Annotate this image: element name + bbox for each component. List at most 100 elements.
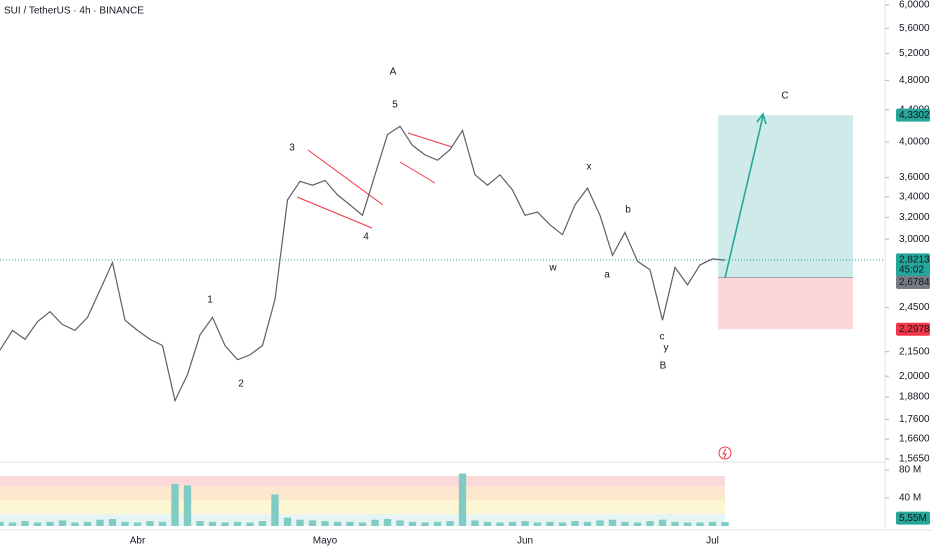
- countdown-label: 45:02: [899, 265, 924, 276]
- stop-label: 2,2978: [899, 324, 930, 335]
- volume-bar: [158, 521, 167, 526]
- current-price-label-bg: [896, 253, 930, 278]
- volume-bar: [346, 521, 354, 526]
- channel-line: [407, 132, 453, 148]
- volume-bar: [696, 522, 704, 526]
- y-tick-label: 1,8800: [899, 392, 930, 403]
- volume-bar: [233, 521, 242, 526]
- volume-bar: [308, 520, 317, 526]
- chart-title: SUI / TetherUS · 4h · BINANCE: [4, 6, 144, 17]
- y-tick-label: 1,7600: [899, 414, 930, 425]
- volume-last-label-bg: [896, 511, 930, 525]
- channel-line: [296, 196, 373, 229]
- y-tick-label: 2,4500: [899, 302, 930, 313]
- volume-bar: [583, 521, 592, 526]
- volume-bar: [83, 521, 92, 526]
- volume-bar: [71, 522, 79, 526]
- loss-zone: [718, 277, 853, 330]
- volume-bar: [471, 520, 479, 526]
- wave-label: b: [625, 205, 631, 216]
- volume-bar: [283, 517, 292, 526]
- y-tick-label: 6,0000: [899, 0, 930, 11]
- volume-bar: [708, 521, 717, 526]
- volume-bar: [396, 520, 404, 526]
- x-tick-label: Abr: [130, 536, 146, 547]
- volume-bar: [96, 519, 104, 526]
- y-tick-label: 2,0000: [899, 371, 930, 382]
- volume-last-label: 5,55M: [899, 513, 927, 524]
- volume-bar: [208, 521, 217, 526]
- volume-bar: [321, 521, 329, 526]
- volume-bar: [446, 521, 454, 526]
- wave-label: a: [604, 270, 610, 281]
- y-tick-label: 3,4000: [899, 192, 930, 203]
- entry-label-bg: [896, 275, 930, 289]
- volume-bar: [721, 522, 729, 526]
- alert-icon[interactable]: [718, 446, 732, 460]
- target-label-bg: [896, 108, 930, 122]
- channel-lines: [296, 132, 453, 229]
- volume-bar: [633, 522, 642, 526]
- y-tick-label: 5,2000: [899, 48, 930, 59]
- volume-bar: [358, 522, 367, 526]
- volume-bar: [221, 522, 229, 526]
- volume-bar: [608, 519, 617, 526]
- volume-tick-label: 40 M: [899, 493, 921, 504]
- channel-line: [307, 149, 384, 206]
- volume-bar: [496, 522, 504, 526]
- wave-label: c: [660, 332, 665, 343]
- volume-bar: [0, 521, 4, 526]
- volume-bar: [46, 521, 54, 526]
- volume-bar: [58, 520, 67, 526]
- volume-bar: [371, 519, 379, 526]
- volume-bar: [133, 522, 142, 526]
- price-line: [0, 125, 726, 403]
- volume-bar: [558, 522, 567, 526]
- profit-zone: [718, 115, 853, 278]
- y-tick-label: 1,5650: [899, 454, 930, 465]
- volume-bar: [546, 521, 554, 526]
- y-tick-label: 4,8000: [899, 75, 930, 86]
- volume-bar: [171, 484, 179, 526]
- volume-band: [0, 514, 725, 526]
- volume-tick-label: 80 M: [899, 465, 921, 476]
- projection-arrow: [724, 115, 764, 279]
- volume-bar: [21, 521, 29, 526]
- x-tick-label: Jun: [517, 536, 533, 547]
- y-tick-label: 1,6600: [899, 434, 930, 445]
- y-tick-label: 4,0000: [899, 137, 930, 148]
- volume-bar: [183, 485, 192, 526]
- volume-bar: [433, 521, 442, 526]
- volume-bar: [383, 519, 392, 526]
- wave-label: 3: [289, 143, 295, 154]
- y-tick-label: 3,6000: [899, 172, 930, 183]
- wave-label: y: [664, 343, 669, 354]
- volume-bar: [108, 519, 117, 526]
- wave-label: x: [587, 162, 592, 173]
- wave-label: A: [390, 67, 397, 78]
- volume-band: [0, 476, 725, 486]
- volume-bar: [521, 521, 529, 526]
- entry-label: 2,6784: [899, 277, 930, 288]
- volume-bar: [333, 521, 342, 526]
- volume-bar: [596, 520, 604, 526]
- wave-label: 2: [238, 379, 244, 390]
- x-tick-label: Jul: [706, 536, 719, 547]
- volume-bar: [508, 521, 517, 526]
- volume-bar: [646, 521, 654, 526]
- current-price-label: 2,8213: [899, 255, 930, 266]
- wave-label: C: [781, 91, 788, 102]
- wave-label: B: [660, 361, 667, 372]
- stop-label-bg: [896, 322, 930, 336]
- volume-bar: [146, 521, 154, 526]
- y-tick-label: 2,1500: [899, 346, 930, 357]
- volume-bar: [533, 522, 542, 526]
- volume-bar: [196, 521, 204, 526]
- volume-bar: [121, 521, 129, 526]
- volume-band: [0, 486, 725, 500]
- volume-bar: [296, 519, 304, 526]
- wave-label: w: [548, 263, 557, 274]
- volume-bar: [408, 521, 417, 526]
- volume-bar: [421, 522, 429, 526]
